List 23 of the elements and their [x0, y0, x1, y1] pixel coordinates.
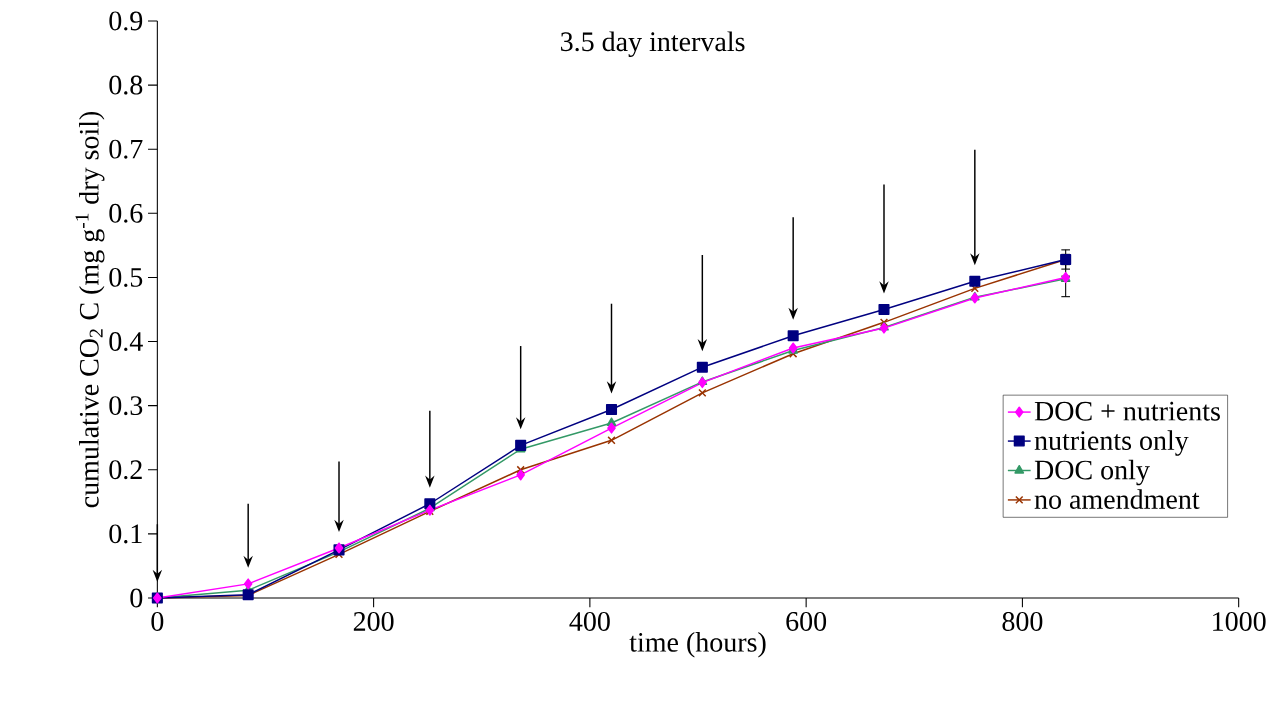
x-tick-label: 0 [151, 612, 164, 631]
legend-label: DOC + nutrients [1034, 401, 1220, 421]
y-tick-label: 0 [130, 588, 143, 608]
y-tick-label: 0.8 [109, 75, 143, 95]
y-tick-label: 0.7 [109, 139, 143, 159]
y-tick-label: 0.2 [109, 460, 142, 480]
y-tick-label: 0.9 [109, 11, 143, 31]
legend-label: no amendment [1034, 489, 1200, 509]
x-axis-title: time (hours) [629, 632, 766, 658]
annotation: 3.5 day intervals [561, 31, 745, 57]
y-tick-label: 0.1 [109, 524, 142, 544]
legend-label: DOC only [1034, 459, 1150, 486]
y-tick-label: 0.3 [109, 396, 143, 416]
y-tick-label: 0.4 [109, 332, 143, 352]
x-tick-label: 800 [1002, 612, 1043, 631]
y-tick-label: 0.6 [109, 203, 143, 223]
legend-label: nutrients only [1034, 430, 1189, 456]
x-tick-label: 600 [786, 612, 827, 631]
y-axis-title: cumulative CO$_{2}$ C (mg g$^{-1}$ dry soil) [75, 111, 105, 508]
x-tick-label: 200 [353, 612, 394, 631]
x-tick-label: 400 [569, 612, 610, 631]
x-tick-label: 1000 [1213, 612, 1266, 631]
y-tick-label: 0.5 [109, 267, 143, 287]
